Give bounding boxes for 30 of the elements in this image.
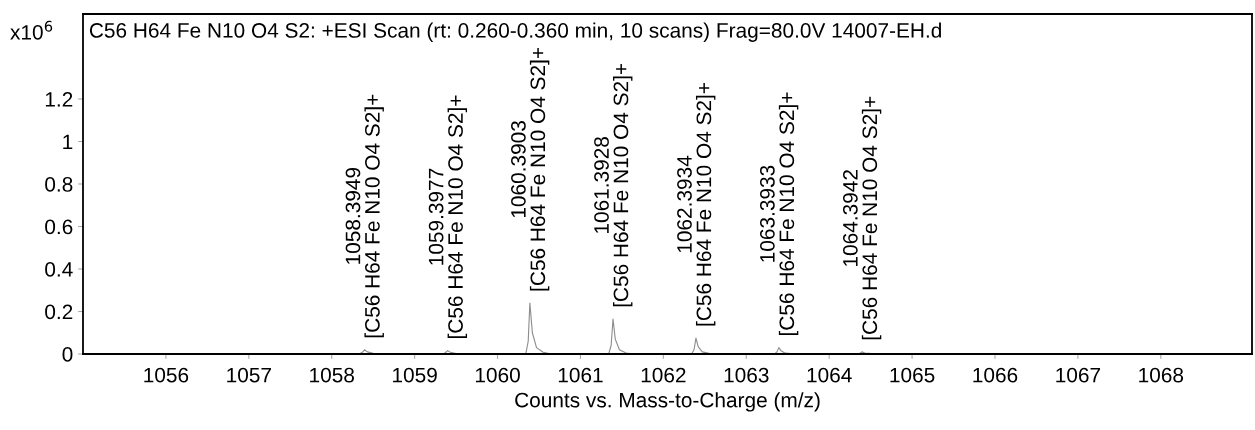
annotation: 1060.3903 [C56 H64 Fe N10 O4 S2]+ [511, 47, 550, 291]
x-tick-label: 1060 [475, 367, 520, 383]
x-tick-label: 1068 [1139, 367, 1184, 383]
x-tick-label: 1058 [310, 367, 354, 383]
y-axis-title: x10$^{6}$ [10, 20, 53, 40]
x-tick-label: 1061 [558, 367, 603, 383]
annotation: 1062.3934 [C56 H64 Fe N10 O4 S2]+ [677, 83, 716, 326]
x-tick-label: 1064 [807, 367, 852, 383]
x-tick-label: 1057 [227, 367, 271, 383]
y-tick-label: 0.2 [45, 304, 73, 320]
x-axis-title: Counts vs. Mass-to-Charge (m/z) [515, 392, 820, 412]
annotation: 1064.3942 [C56 H64 Fe N10 O4 S2]+ [842, 96, 882, 340]
x-tick-label: 1066 [973, 367, 1018, 383]
y-tick-label: 1 [63, 134, 73, 150]
y-tick-label: 1.2 [45, 92, 73, 107]
y-tick-label: 0.6 [45, 219, 73, 235]
x-tick-label: 1065 [890, 367, 935, 383]
annotation: 1063.3933 [C56 H64 Fe N10 O4 S2]+ [760, 92, 799, 336]
x-tick-label: 1056 [144, 367, 189, 383]
x-tick-label: 1062 [641, 367, 686, 383]
y-tick-label: 0.4 [45, 262, 73, 277]
y-tick-label: 0 [62, 347, 73, 362]
annotation: 1061.3928 [C56 H64 Fe N10 O4 S2]+ [594, 63, 633, 307]
chart-title: C56 H64 Fe N10 O4 S2: +ESI Scan (rt: 0.260-0.360 min, 10 scans) Frag=80.0V 14007-EH.d [89, 22, 941, 42]
annotation: 1059.3977 [C56 H64 Fe N10 O4 S2]+ [428, 95, 468, 338]
y-tick-label: 0.8 [45, 177, 73, 192]
x-tick-label: 1067 [1056, 367, 1101, 383]
x-tick-label: 1063 [724, 367, 769, 383]
x-tick-label: 1059 [393, 367, 437, 383]
annotation: 1058.3949 [C56 H64 Fe N10 O4 S2]+ [345, 94, 384, 338]
